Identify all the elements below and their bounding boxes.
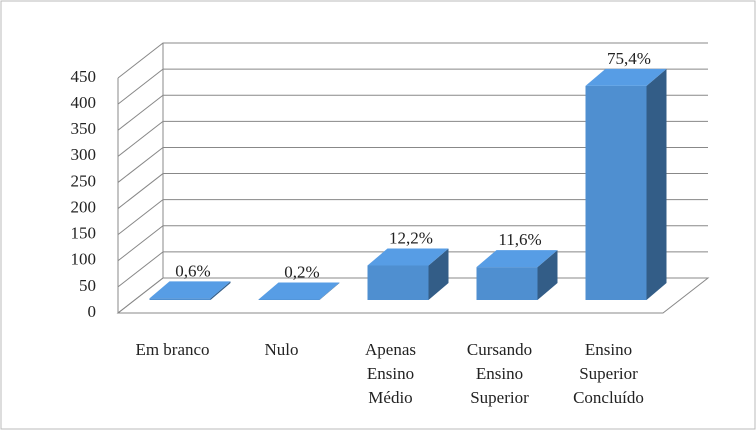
bar-side [646, 68, 667, 300]
data-label: 75,4% [607, 49, 651, 68]
bar-front [367, 265, 429, 300]
data-label: 11,6% [498, 230, 541, 249]
x-tick-label: Apenas [365, 340, 416, 359]
x-tick-label: Superior [579, 364, 638, 383]
y-tick-label: 100 [71, 250, 97, 269]
bar-top [476, 250, 558, 268]
bar-side [537, 250, 558, 300]
data-label: 12,2% [389, 228, 433, 247]
bar-front [258, 299, 320, 300]
bar-front [149, 298, 211, 300]
y-tick-label: 150 [71, 224, 97, 243]
bar [258, 282, 340, 300]
x-tick-label: Superior [470, 388, 529, 407]
bar-side [210, 281, 231, 300]
x-tick-label: Cursando [467, 340, 532, 359]
y-tick-label: 450 [71, 67, 97, 86]
x-tick-label: Em branco [135, 340, 209, 359]
data-label: 0,2% [284, 262, 319, 281]
bar [149, 281, 231, 300]
bar [585, 68, 667, 300]
grid-line [117, 199, 708, 236]
bar-top [585, 68, 667, 86]
bar-top [149, 281, 231, 299]
bar-front [585, 85, 647, 300]
bar [367, 248, 449, 300]
y-tick-label: 300 [71, 145, 97, 164]
y-tick-label: 250 [71, 171, 97, 190]
grid-line [117, 120, 708, 157]
x-tick-label: Ensino [367, 364, 414, 383]
y-tick-label: 50 [79, 276, 96, 295]
x-tick-label: Nulo [265, 340, 299, 359]
y-tick-label: 350 [71, 119, 97, 138]
grid-line [117, 173, 708, 209]
grid-line [117, 94, 708, 131]
x-tick-label: Ensino [585, 340, 632, 359]
y-tick-label: 0 [88, 302, 97, 321]
grid-line [117, 225, 708, 262]
bar-top [258, 282, 340, 300]
y-tick-label: 400 [71, 93, 97, 112]
bar-top [367, 248, 449, 266]
bar [476, 250, 558, 300]
bar-side [428, 248, 449, 300]
grid-line [117, 68, 708, 105]
bar-side [319, 282, 340, 300]
grid-line [117, 42, 708, 79]
y-tick-label: 200 [71, 197, 97, 216]
x-tick-label: Ensino [476, 364, 523, 383]
bar-front [476, 267, 538, 300]
x-tick-label: Concluído [573, 388, 644, 407]
x-tick-label: Médio [368, 388, 412, 407]
data-label: 0,6% [175, 261, 210, 280]
grid-line [117, 146, 708, 183]
